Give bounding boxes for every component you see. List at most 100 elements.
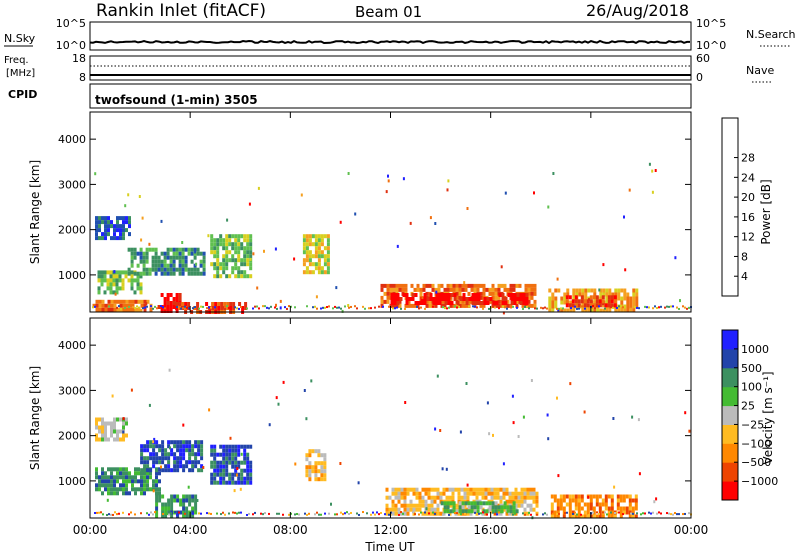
ground-scatter — [252, 513, 254, 516]
range-cell — [503, 501, 507, 506]
ground-scatter — [268, 307, 270, 310]
range-cell — [249, 480, 253, 485]
range-cell — [101, 299, 105, 304]
range-cell — [240, 460, 244, 465]
ground-scatter — [146, 305, 148, 308]
range-cell — [107, 228, 110, 233]
range-cell — [237, 448, 241, 453]
range-cell — [163, 301, 167, 305]
range-cell — [474, 297, 478, 301]
range-cell — [524, 283, 528, 288]
range-cell — [104, 421, 107, 426]
range-cell — [185, 514, 189, 519]
scatter-point — [152, 489, 155, 493]
range-cell — [202, 251, 206, 256]
range-cell — [158, 487, 161, 492]
range-cell — [620, 288, 624, 293]
x-tick-label: 00:00 — [674, 523, 709, 537]
range-cell — [625, 506, 629, 511]
range-cell — [101, 425, 104, 430]
range-cell — [323, 258, 327, 263]
range-cell — [146, 479, 149, 484]
range-cell — [634, 502, 638, 507]
range-cell — [98, 475, 101, 480]
range-cell — [586, 299, 590, 304]
range-cell — [164, 468, 168, 473]
range-cell — [497, 303, 501, 308]
range-cell — [98, 228, 101, 233]
range-cell — [249, 266, 253, 271]
range-cell — [629, 304, 633, 309]
range-cell — [509, 505, 513, 510]
range-cell — [104, 425, 107, 430]
range-cell — [213, 444, 217, 449]
range-cell — [326, 270, 330, 275]
ground-scatter — [162, 512, 164, 515]
range-cell — [505, 487, 509, 492]
ground-scatter — [572, 512, 574, 515]
range-cell — [128, 479, 131, 484]
range-cell — [468, 297, 472, 301]
range-cell — [173, 456, 177, 461]
range-cell — [572, 308, 576, 313]
colorbar-tick-label: −500 — [741, 456, 771, 469]
scatter-point — [341, 309, 344, 313]
range-cell — [182, 448, 186, 453]
range-cell — [172, 255, 176, 260]
range-cell — [323, 234, 327, 239]
range-cell — [128, 491, 131, 496]
nsearch-label: N.Search — [746, 28, 796, 41]
range-cell — [598, 299, 602, 304]
range-cell — [115, 270, 119, 275]
range-cell — [124, 270, 128, 275]
ground-scatter — [206, 307, 208, 310]
nsearch-tick-bottom: 10^0 — [696, 39, 726, 52]
ground-scatter — [574, 511, 576, 514]
scatter-point — [688, 429, 691, 433]
range-cell — [237, 464, 241, 469]
range-cell — [425, 303, 429, 308]
range-cell — [458, 291, 462, 296]
range-cell — [571, 510, 575, 515]
range-cell — [520, 503, 524, 508]
range-cell — [419, 287, 423, 292]
range-cell — [125, 483, 128, 488]
range-cell — [620, 308, 624, 313]
ground-scatter — [304, 512, 306, 515]
range-cell — [574, 514, 578, 519]
range-cell — [461, 283, 465, 288]
range-cell — [515, 509, 519, 514]
ground-scatter — [656, 512, 658, 515]
range-cell — [407, 303, 411, 308]
ground-scatter — [334, 305, 336, 308]
range-cell — [512, 287, 516, 292]
range-cell — [139, 251, 143, 256]
range-cell — [113, 483, 116, 488]
range-cell — [452, 287, 456, 292]
ground-scatter — [598, 513, 600, 516]
range-cell — [158, 498, 162, 503]
ground-scatter — [542, 513, 544, 516]
range-cell — [194, 510, 198, 515]
range-cell — [517, 491, 521, 496]
range-cell — [514, 495, 518, 500]
range-cell — [607, 303, 611, 308]
range-cell — [231, 444, 235, 449]
range-cell — [490, 491, 494, 496]
range-cell — [155, 494, 159, 499]
scatter-point — [235, 473, 238, 477]
colorbar-swatch — [722, 443, 738, 463]
range-cell — [485, 509, 489, 514]
range-cell — [452, 505, 456, 510]
range-cell — [161, 444, 165, 449]
range-cell — [400, 495, 404, 500]
range-cell — [598, 502, 602, 507]
range-cell — [625, 494, 629, 499]
range-cell — [243, 246, 247, 251]
range-cell — [154, 255, 158, 260]
range-cell — [605, 292, 609, 297]
scatter-point — [447, 179, 450, 183]
range-cell — [166, 267, 170, 272]
range-cell — [380, 295, 384, 300]
range-cell — [311, 449, 315, 454]
